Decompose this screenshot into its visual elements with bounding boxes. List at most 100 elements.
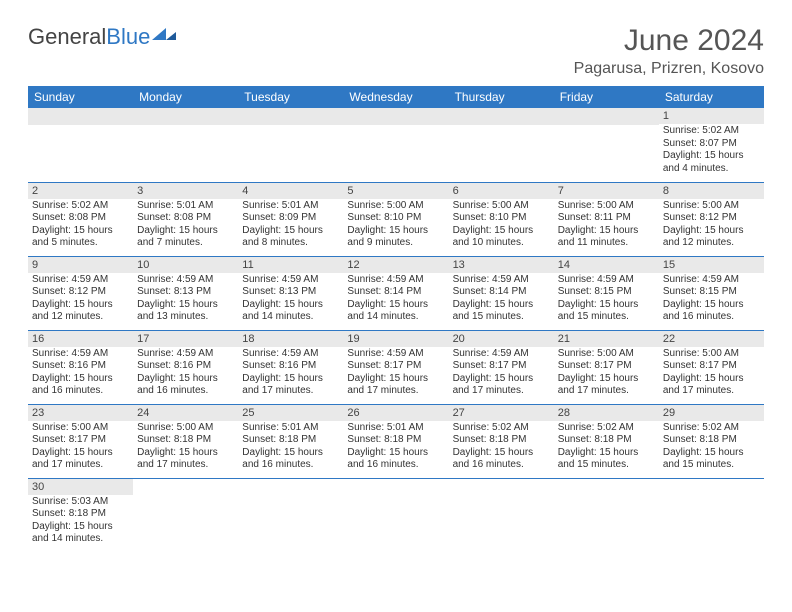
sunrise-line: Sunrise: 5:00 AM bbox=[32, 422, 129, 435]
daylight-line: Daylight: 15 hours and 17 minutes. bbox=[453, 373, 550, 398]
sunset-line: Sunset: 8:12 PM bbox=[663, 212, 760, 225]
sunrise-line: Sunrise: 4:59 AM bbox=[453, 348, 550, 361]
daylight-line: Daylight: 15 hours and 16 minutes. bbox=[663, 299, 760, 324]
sunset-line: Sunset: 8:16 PM bbox=[32, 360, 129, 373]
day-number: 27 bbox=[449, 405, 554, 421]
day-number: 3 bbox=[133, 183, 238, 199]
daylight-line: Daylight: 15 hours and 14 minutes. bbox=[242, 299, 339, 324]
calendar-cell: 29Sunrise: 5:02 AMSunset: 8:18 PMDayligh… bbox=[659, 404, 764, 478]
day-header: Friday bbox=[554, 86, 659, 108]
sunrise-line: Sunrise: 5:00 AM bbox=[558, 348, 655, 361]
day-number: 5 bbox=[343, 183, 448, 199]
calendar-cell: 15Sunrise: 4:59 AMSunset: 8:15 PMDayligh… bbox=[659, 256, 764, 330]
day-body: Sunrise: 5:02 AMSunset: 8:18 PMDaylight:… bbox=[554, 421, 659, 475]
calendar-body: 1Sunrise: 5:02 AMSunset: 8:07 PMDaylight… bbox=[28, 108, 764, 552]
calendar-cell: 5Sunrise: 5:00 AMSunset: 8:10 PMDaylight… bbox=[343, 182, 448, 256]
day-number: 25 bbox=[238, 405, 343, 421]
daylight-line: Daylight: 15 hours and 16 minutes. bbox=[137, 373, 234, 398]
sunset-line: Sunset: 8:13 PM bbox=[137, 286, 234, 299]
calendar-cell bbox=[28, 108, 133, 182]
day-body: Sunrise: 4:59 AMSunset: 8:16 PMDaylight:… bbox=[28, 347, 133, 401]
sunset-line: Sunset: 8:15 PM bbox=[558, 286, 655, 299]
day-body: Sunrise: 5:02 AMSunset: 8:18 PMDaylight:… bbox=[449, 421, 554, 475]
day-number: 30 bbox=[28, 479, 133, 495]
sunset-line: Sunset: 8:18 PM bbox=[453, 434, 550, 447]
calendar-cell: 30Sunrise: 5:03 AMSunset: 8:18 PMDayligh… bbox=[28, 478, 133, 552]
day-body: Sunrise: 4:59 AMSunset: 8:13 PMDaylight:… bbox=[238, 273, 343, 327]
calendar-cell bbox=[343, 478, 448, 552]
sunrise-line: Sunrise: 5:03 AM bbox=[32, 496, 129, 509]
calendar-cell: 17Sunrise: 4:59 AMSunset: 8:16 PMDayligh… bbox=[133, 330, 238, 404]
sunrise-line: Sunrise: 4:59 AM bbox=[347, 348, 444, 361]
daylight-line: Daylight: 15 hours and 16 minutes. bbox=[242, 447, 339, 472]
sunset-line: Sunset: 8:18 PM bbox=[137, 434, 234, 447]
daylight-line: Daylight: 15 hours and 15 minutes. bbox=[558, 299, 655, 324]
location: Pagarusa, Prizren, Kosovo bbox=[574, 60, 764, 78]
sunrise-line: Sunrise: 5:02 AM bbox=[32, 200, 129, 213]
day-body: Sunrise: 5:03 AMSunset: 8:18 PMDaylight:… bbox=[28, 495, 133, 549]
sunset-line: Sunset: 8:17 PM bbox=[558, 360, 655, 373]
day-header: Monday bbox=[133, 86, 238, 108]
day-number: 10 bbox=[133, 257, 238, 273]
day-number: 13 bbox=[449, 257, 554, 273]
logo-text: GeneralBlue bbox=[28, 24, 150, 50]
day-header: Thursday bbox=[449, 86, 554, 108]
sunrise-line: Sunrise: 5:00 AM bbox=[453, 200, 550, 213]
calendar-cell: 10Sunrise: 4:59 AMSunset: 8:13 PMDayligh… bbox=[133, 256, 238, 330]
day-body: Sunrise: 5:01 AMSunset: 8:08 PMDaylight:… bbox=[133, 199, 238, 253]
sunrise-line: Sunrise: 5:02 AM bbox=[453, 422, 550, 435]
sunrise-line: Sunrise: 4:59 AM bbox=[453, 274, 550, 287]
calendar-cell: 7Sunrise: 5:00 AMSunset: 8:11 PMDaylight… bbox=[554, 182, 659, 256]
calendar-cell: 12Sunrise: 4:59 AMSunset: 8:14 PMDayligh… bbox=[343, 256, 448, 330]
calendar-cell: 3Sunrise: 5:01 AMSunset: 8:08 PMDaylight… bbox=[133, 182, 238, 256]
daylight-line: Daylight: 15 hours and 11 minutes. bbox=[558, 225, 655, 250]
day-number: 2 bbox=[28, 183, 133, 199]
day-number: 14 bbox=[554, 257, 659, 273]
day-body: Sunrise: 5:00 AMSunset: 8:10 PMDaylight:… bbox=[343, 199, 448, 253]
calendar-cell: 19Sunrise: 4:59 AMSunset: 8:17 PMDayligh… bbox=[343, 330, 448, 404]
day-number: 24 bbox=[133, 405, 238, 421]
day-body: Sunrise: 5:00 AMSunset: 8:17 PMDaylight:… bbox=[28, 421, 133, 475]
calendar-cell bbox=[449, 478, 554, 552]
calendar-cell: 13Sunrise: 4:59 AMSunset: 8:14 PMDayligh… bbox=[449, 256, 554, 330]
day-header: Tuesday bbox=[238, 86, 343, 108]
day-body: Sunrise: 5:00 AMSunset: 8:12 PMDaylight:… bbox=[659, 199, 764, 253]
day-body: Sunrise: 5:02 AMSunset: 8:08 PMDaylight:… bbox=[28, 199, 133, 253]
sunset-line: Sunset: 8:08 PM bbox=[32, 212, 129, 225]
day-number: 6 bbox=[449, 183, 554, 199]
day-number: 20 bbox=[449, 331, 554, 347]
daylight-line: Daylight: 15 hours and 14 minutes. bbox=[32, 521, 129, 546]
month-title: June 2024 bbox=[574, 24, 764, 58]
daylight-line: Daylight: 15 hours and 17 minutes. bbox=[32, 447, 129, 472]
sunrise-line: Sunrise: 5:01 AM bbox=[242, 422, 339, 435]
empty-day-header bbox=[554, 108, 659, 125]
calendar-cell bbox=[659, 478, 764, 552]
daylight-line: Daylight: 15 hours and 17 minutes. bbox=[137, 447, 234, 472]
sunset-line: Sunset: 8:13 PM bbox=[242, 286, 339, 299]
sunrise-line: Sunrise: 4:59 AM bbox=[137, 348, 234, 361]
day-number: 17 bbox=[133, 331, 238, 347]
day-number: 21 bbox=[554, 331, 659, 347]
day-body: Sunrise: 5:01 AMSunset: 8:09 PMDaylight:… bbox=[238, 199, 343, 253]
day-number: 11 bbox=[238, 257, 343, 273]
calendar-cell: 21Sunrise: 5:00 AMSunset: 8:17 PMDayligh… bbox=[554, 330, 659, 404]
daylight-line: Daylight: 15 hours and 12 minutes. bbox=[32, 299, 129, 324]
day-body: Sunrise: 5:00 AMSunset: 8:18 PMDaylight:… bbox=[133, 421, 238, 475]
daylight-line: Daylight: 15 hours and 9 minutes. bbox=[347, 225, 444, 250]
daylight-line: Daylight: 15 hours and 13 minutes. bbox=[137, 299, 234, 324]
sunset-line: Sunset: 8:18 PM bbox=[558, 434, 655, 447]
day-number: 15 bbox=[659, 257, 764, 273]
empty-day-header bbox=[28, 108, 133, 125]
sunset-line: Sunset: 8:17 PM bbox=[453, 360, 550, 373]
day-body: Sunrise: 5:00 AMSunset: 8:17 PMDaylight:… bbox=[659, 347, 764, 401]
sunset-line: Sunset: 8:17 PM bbox=[347, 360, 444, 373]
calendar-cell: 22Sunrise: 5:00 AMSunset: 8:17 PMDayligh… bbox=[659, 330, 764, 404]
calendar-cell: 8Sunrise: 5:00 AMSunset: 8:12 PMDaylight… bbox=[659, 182, 764, 256]
day-body: Sunrise: 4:59 AMSunset: 8:16 PMDaylight:… bbox=[238, 347, 343, 401]
calendar-cell: 9Sunrise: 4:59 AMSunset: 8:12 PMDaylight… bbox=[28, 256, 133, 330]
daylight-line: Daylight: 15 hours and 4 minutes. bbox=[663, 150, 760, 175]
day-number: 8 bbox=[659, 183, 764, 199]
day-body: Sunrise: 4:59 AMSunset: 8:15 PMDaylight:… bbox=[659, 273, 764, 327]
day-header: Saturday bbox=[659, 86, 764, 108]
day-body: Sunrise: 5:02 AMSunset: 8:07 PMDaylight:… bbox=[659, 124, 764, 178]
